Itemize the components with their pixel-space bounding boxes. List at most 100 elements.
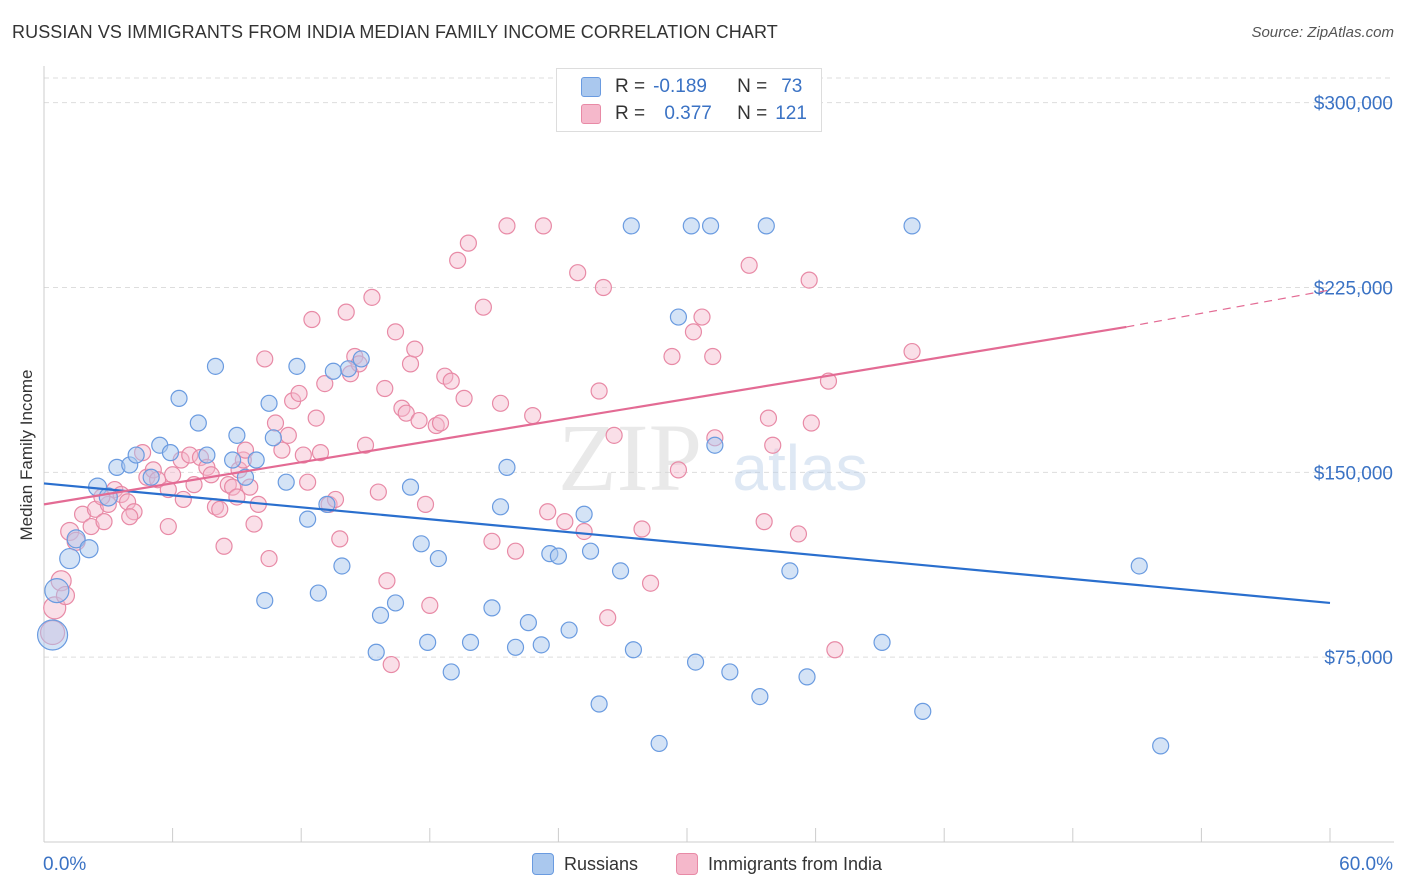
russians-point: [757, 217, 775, 235]
india-point: [95, 513, 113, 531]
india-point: [459, 234, 477, 252]
india-point: [397, 404, 415, 422]
legend-row-india: R = 0.377 N = 121: [581, 102, 807, 126]
india-point: [755, 513, 773, 531]
russians-point: [611, 562, 630, 580]
russians-point: [429, 549, 447, 568]
india-point: [356, 436, 375, 454]
russians-point: [352, 350, 370, 368]
legend-r-value-russians: -0.189: [653, 76, 707, 97]
india-point: [594, 278, 613, 297]
watermark-zip: ZIP: [558, 404, 702, 511]
russians-point: [706, 436, 724, 454]
india-point: [118, 493, 137, 511]
india-point: [174, 490, 192, 509]
tick-labels: $75,000 $150,000 $225,000 $300,000 0.0% 60.0%: [43, 94, 1393, 875]
india-point: [181, 446, 199, 464]
india-point: [307, 409, 325, 427]
india-point: [290, 384, 308, 403]
russians-point: [560, 621, 578, 639]
russians-point: [519, 614, 537, 632]
india-point: [802, 414, 820, 432]
russians-point: [721, 663, 739, 681]
bottom-legend-india: Immigrants from India: [676, 852, 882, 876]
russians-point: [224, 451, 242, 469]
y-axis-label: Median Family Income: [17, 369, 36, 540]
russians-point: [277, 473, 295, 491]
india-point: [483, 532, 501, 550]
russians-point: [575, 505, 593, 523]
russians-point: [669, 308, 688, 326]
india-point: [416, 495, 435, 513]
russians-point: [206, 357, 225, 375]
india-point: [256, 350, 274, 368]
india-point: [431, 414, 450, 432]
russians-point: [66, 529, 86, 549]
india-point: [303, 310, 321, 329]
axes: [43, 66, 1394, 843]
india-point: [164, 466, 182, 484]
russians-point: [532, 636, 550, 654]
india-point: [299, 473, 317, 491]
legend-r-value-india: 0.377: [664, 103, 712, 124]
india-point: [211, 500, 229, 518]
india-point: [224, 478, 242, 496]
correlation-legend: R = -0.189 N = 73 R = 0.377 N = 121: [556, 68, 822, 132]
india-point: [789, 525, 808, 543]
y-tick-label: $300,000: [1314, 94, 1393, 115]
india-point: [331, 530, 349, 548]
russians-point: [873, 633, 891, 651]
india-point: [826, 641, 844, 659]
russians-point: [914, 702, 932, 720]
russians-point: [247, 451, 265, 469]
india-point: [337, 303, 355, 321]
india-point: [590, 382, 608, 400]
bottom-legend-swatch-india: [676, 853, 698, 875]
russians-point: [751, 687, 769, 706]
legend-r-label: R =: [615, 103, 646, 124]
russians-point: [903, 217, 921, 235]
russians-point: [701, 217, 720, 235]
russians-point: [498, 458, 516, 476]
legend-swatch-india: [581, 104, 601, 124]
india-point: [378, 572, 396, 590]
india-point: [449, 251, 467, 269]
india-point: [641, 574, 660, 592]
russians-point: [581, 542, 600, 560]
india-point: [273, 441, 291, 459]
grid-lines: [44, 77, 1394, 658]
india-point: [599, 609, 617, 627]
russians-point: [624, 641, 643, 659]
russians-point: [324, 362, 342, 380]
india-point: [260, 549, 278, 568]
russians-trend-line: [43, 482, 1331, 605]
india-point: [740, 256, 758, 274]
russians-point: [549, 547, 568, 565]
russians-point: [59, 547, 81, 570]
bottom-legend-label-russians: Russians: [564, 853, 639, 874]
russians-point: [44, 578, 70, 604]
bottom-legend-label-india: Immigrants from India: [708, 853, 883, 874]
india-point: [82, 517, 100, 536]
watermark-atlas: atlas: [732, 432, 867, 504]
russians-point: [161, 444, 180, 462]
russians-point: [798, 668, 816, 686]
india-point: [363, 288, 381, 306]
india-point: [534, 217, 552, 235]
legend-n-value-russians: 73: [781, 76, 803, 97]
india-point: [669, 461, 688, 479]
india-point: [159, 517, 177, 536]
x-tick-label: 0.0%: [43, 854, 86, 875]
russians-point: [781, 562, 799, 580]
trend-lines: [43, 289, 1331, 605]
india-point: [764, 436, 782, 454]
legend-n-label: N =: [737, 103, 768, 124]
source-label: Source: ZipAtlas.com: [1251, 24, 1394, 41]
russians-point: [142, 468, 160, 486]
russians-points: [36, 217, 1170, 755]
india-point: [376, 379, 394, 398]
russians-point: [198, 446, 216, 464]
russians-point: [127, 446, 145, 464]
legend-n-label: N =: [737, 76, 768, 97]
